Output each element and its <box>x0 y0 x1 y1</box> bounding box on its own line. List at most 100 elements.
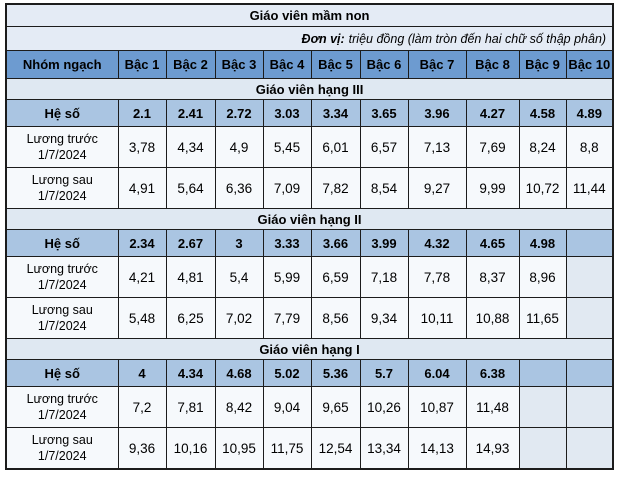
luong-sau-cell: 10,88 <box>465 297 520 339</box>
luong-truoc-cell: 7,69 <box>465 126 520 168</box>
luong-truoc-cell: 7,78 <box>407 256 467 298</box>
luong-sau-cell: 6,25 <box>165 297 216 339</box>
luong-sau-cell: 4,91 <box>117 167 167 209</box>
he-so-cell: 4.65 <box>465 229 520 257</box>
unit-note: Đơn vị: triệu đồng (làm tròn đến hai chữ … <box>5 26 614 51</box>
luong-truoc-cell: 8,96 <box>518 256 567 298</box>
unit-note-prefix: Đơn vị: <box>301 31 345 46</box>
he-so-cell: 3.65 <box>359 99 409 127</box>
column-header-row: Nhóm ngạch Bậc 1 Bậc 2 Bậc 3 Bậc 4 Bậc 5… <box>5 50 614 79</box>
luong-sau-cell: 6,36 <box>214 167 264 209</box>
he-so-cell-empty <box>518 359 567 387</box>
luong-truoc-cell: 6,57 <box>359 126 409 168</box>
table-title: Giáo viên mầm non <box>5 3 614 27</box>
he-so-cell-empty <box>565 359 614 387</box>
luong-truoc-cell: 10,87 <box>407 386 467 428</box>
row-label-luong-sau: Lương sau 1/7/2024 <box>5 167 119 209</box>
section-header-hang-ii: Giáo viên hạng II <box>5 208 614 230</box>
luong-truoc-cell: 4,81 <box>165 256 216 298</box>
luong-truoc-cell: 9,65 <box>310 386 361 428</box>
luong-sau-cell-empty <box>565 427 614 470</box>
luong-truoc-cell: 7,2 <box>117 386 167 428</box>
he-so-cell: 3.03 <box>262 99 312 127</box>
he-so-cell: 5.02 <box>262 359 312 387</box>
he-so-cell: 3.33 <box>262 229 312 257</box>
he-so-cell: 2.1 <box>117 99 167 127</box>
luong-sau-cell: 10,72 <box>518 167 567 209</box>
he-so-cell: 3.66 <box>310 229 361 257</box>
luong-truoc-cell: 11,48 <box>465 386 520 428</box>
row-label-luong-sau: Lương sau 1/7/2024 <box>5 427 119 470</box>
luong-sau-cell: 14,93 <box>465 427 520 470</box>
col-header-nhom-ngach: Nhóm ngạch <box>5 50 119 79</box>
he-so-cell: 4.89 <box>565 99 614 127</box>
unit-note-row: Đơn vị: triệu đồng (làm tròn đến hai chữ … <box>5 26 614 51</box>
he-so-cell: 4.68 <box>214 359 264 387</box>
luong-sau-cell: 8,54 <box>359 167 409 209</box>
luong-sau-cell: 11,44 <box>565 167 614 209</box>
luong-truoc-cell: 10,26 <box>359 386 409 428</box>
col-header-bac-10: Bậc 10 <box>565 50 614 79</box>
luong-sau-cell: 13,34 <box>359 427 409 470</box>
luong-truoc-cell: 5,99 <box>262 256 312 298</box>
row-label-line2: 1/7/2024 <box>37 449 87 463</box>
row-label-luong-truoc: Lương trước 1/7/2024 <box>5 386 119 428</box>
he-so-row-hang-ii: Hệ số 2.34 2.67 3 3.33 3.66 3.99 4.32 4.… <box>5 229 614 257</box>
he-so-row-hang-iii: Hệ số 2.1 2.41 2.72 3.03 3.34 3.65 3.96 … <box>5 99 614 127</box>
luong-sau-cell-empty <box>518 427 567 470</box>
he-so-cell: 2.67 <box>165 229 216 257</box>
luong-truoc-cell-empty <box>565 256 614 298</box>
he-so-row-hang-i: Hệ số 4 4.34 4.68 5.02 5.36 5.7 6.04 6.3… <box>5 359 614 387</box>
luong-truoc-row-hang-ii: Lương trước 1/7/2024 4,21 4,81 5,4 5,99 6… <box>5 256 614 298</box>
luong-sau-cell: 12,54 <box>310 427 361 470</box>
luong-truoc-row-hang-i: Lương trước 1/7/2024 7,2 7,81 8,42 9,04 9… <box>5 386 614 428</box>
title-row: Giáo viên mầm non <box>5 3 614 27</box>
luong-truoc-cell: 6,01 <box>310 126 361 168</box>
col-header-bac-7: Bậc 7 <box>407 50 467 79</box>
he-so-cell: 6.04 <box>407 359 467 387</box>
section-title: Giáo viên hạng I <box>5 338 614 360</box>
luong-sau-cell: 7,79 <box>262 297 312 339</box>
luong-sau-cell: 7,02 <box>214 297 264 339</box>
luong-sau-cell: 10,11 <box>407 297 467 339</box>
row-label-line1: Lương sau <box>31 302 93 317</box>
luong-truoc-cell: 8,24 <box>518 126 567 168</box>
luong-truoc-cell: 4,9 <box>214 126 264 168</box>
luong-sau-cell: 7,09 <box>262 167 312 209</box>
row-label-line1: Lương trước <box>26 131 98 146</box>
he-so-cell: 4.34 <box>165 359 216 387</box>
he-so-cell: 4.58 <box>518 99 567 127</box>
row-label-luong-truoc: Lương trước 1/7/2024 <box>5 126 119 168</box>
col-header-bac-6: Bậc 6 <box>359 50 409 79</box>
he-so-cell: 3.34 <box>310 99 361 127</box>
row-label-line1: Lương trước <box>26 391 98 406</box>
luong-truoc-cell: 7,18 <box>359 256 409 298</box>
luong-truoc-cell: 7,13 <box>407 126 467 168</box>
luong-truoc-cell-empty <box>518 386 567 428</box>
luong-sau-cell: 7,82 <box>310 167 361 209</box>
luong-sau-cell: 11,75 <box>262 427 312 470</box>
salary-table: Giáo viên mầm non Đơn vị: triệu đồng (làm… <box>5 3 615 470</box>
he-so-cell: 3.99 <box>359 229 409 257</box>
he-so-cell: 6.38 <box>465 359 520 387</box>
section-title: Giáo viên hạng II <box>5 208 614 230</box>
col-header-bac-3: Bậc 3 <box>214 50 264 79</box>
he-so-cell: 5.7 <box>359 359 409 387</box>
luong-sau-cell: 14,13 <box>407 427 467 470</box>
luong-sau-cell: 8,56 <box>310 297 361 339</box>
row-label-he-so: Hệ số <box>5 229 119 257</box>
col-header-bac-9: Bậc 9 <box>518 50 567 79</box>
col-header-bac-2: Bậc 2 <box>165 50 216 79</box>
luong-truoc-cell: 6,59 <box>310 256 361 298</box>
row-label-he-so: Hệ số <box>5 359 119 387</box>
he-so-cell: 2.41 <box>165 99 216 127</box>
col-header-bac-4: Bậc 4 <box>262 50 312 79</box>
he-so-cell: 3 <box>214 229 264 257</box>
row-label-line2: 1/7/2024 <box>37 148 87 162</box>
luong-sau-cell: 9,34 <box>359 297 409 339</box>
luong-truoc-cell: 7,81 <box>165 386 216 428</box>
luong-sau-cell: 10,16 <box>165 427 216 470</box>
col-header-bac-8: Bậc 8 <box>465 50 520 79</box>
section-title: Giáo viên hạng III <box>5 78 614 100</box>
luong-sau-cell: 11,65 <box>518 297 567 339</box>
